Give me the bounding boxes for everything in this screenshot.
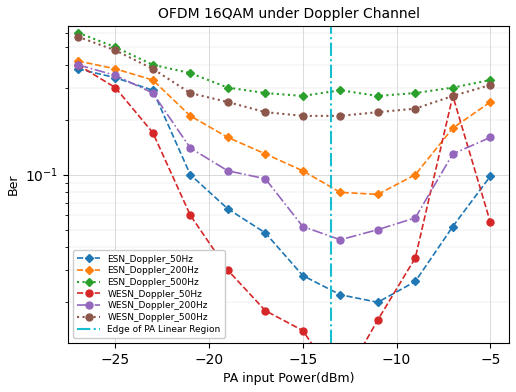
ESN_Doppler_50Hz <box>262 230 268 235</box>
WESN_Doppler_500Hz <box>450 94 456 98</box>
ESN_Doppler_200Hz <box>75 58 81 63</box>
ESN_Doppler_200Hz <box>187 114 194 118</box>
ESN_Doppler_200Hz <box>487 100 493 104</box>
ESN_Doppler_50Hz <box>412 279 418 284</box>
WESN_Doppler_200Hz <box>224 169 231 173</box>
WESN_Doppler_200Hz <box>337 238 343 242</box>
WESN_Doppler_50Hz <box>187 213 194 218</box>
ESN_Doppler_200Hz <box>300 169 306 173</box>
WESN_Doppler_200Hz <box>375 227 381 232</box>
ESN_Doppler_200Hz <box>337 190 343 195</box>
WESN_Doppler_50Hz <box>150 130 156 135</box>
ESN_Doppler_500Hz <box>75 30 81 35</box>
WESN_Doppler_200Hz <box>262 176 268 181</box>
ESN_Doppler_200Hz <box>150 78 156 82</box>
WESN_Doppler_50Hz <box>412 256 418 260</box>
ESN_Doppler_500Hz <box>412 91 418 95</box>
ESN_Doppler_200Hz <box>262 152 268 156</box>
ESN_Doppler_500Hz <box>300 94 306 98</box>
ESN_Doppler_50Hz <box>150 88 156 93</box>
ESN_Doppler_500Hz <box>150 62 156 67</box>
WESN_Doppler_200Hz <box>412 216 418 220</box>
ESN_Doppler_500Hz <box>375 94 381 98</box>
ESN_Doppler_50Hz <box>75 67 81 71</box>
WESN_Doppler_500Hz <box>375 110 381 114</box>
ESN_Doppler_500Hz <box>337 88 343 93</box>
WESN_Doppler_50Hz <box>450 94 456 98</box>
WESN_Doppler_50Hz <box>262 308 268 313</box>
ESN_Doppler_200Hz <box>224 135 231 140</box>
ESN_Doppler_200Hz <box>375 192 381 197</box>
ESN_Doppler_50Hz <box>337 292 343 297</box>
ESN_Doppler_50Hz <box>187 172 194 177</box>
Line: ESN_Doppler_500Hz: ESN_Doppler_500Hz <box>75 29 493 99</box>
WESN_Doppler_200Hz <box>487 135 493 140</box>
WESN_Doppler_50Hz <box>300 328 306 333</box>
Line: WESN_Doppler_500Hz: WESN_Doppler_500Hz <box>74 33 494 119</box>
WESN_Doppler_50Hz <box>487 220 493 225</box>
WESN_Doppler_200Hz <box>150 91 156 95</box>
ESN_Doppler_50Hz <box>450 224 456 229</box>
ESN_Doppler_50Hz <box>487 174 493 179</box>
WESN_Doppler_500Hz <box>75 34 81 39</box>
WESN_Doppler_200Hz <box>187 146 194 151</box>
ESN_Doppler_500Hz <box>487 78 493 82</box>
Line: WESN_Doppler_50Hz: WESN_Doppler_50Hz <box>74 61 494 389</box>
Legend: ESN_Doppler_50Hz, ESN_Doppler_200Hz, ESN_Doppler_500Hz, WESN_Doppler_50Hz, WESN_: ESN_Doppler_50Hz, ESN_Doppler_200Hz, ESN… <box>73 250 225 338</box>
ESN_Doppler_500Hz <box>224 85 231 90</box>
ESN_Doppler_200Hz <box>112 67 118 71</box>
Line: ESN_Doppler_200Hz: ESN_Doppler_200Hz <box>75 58 493 198</box>
WESN_Doppler_200Hz <box>300 224 306 229</box>
ESN_Doppler_500Hz <box>112 45 118 49</box>
WESN_Doppler_50Hz <box>112 85 118 90</box>
ESN_Doppler_200Hz <box>412 172 418 177</box>
WESN_Doppler_500Hz <box>224 100 231 104</box>
WESN_Doppler_50Hz <box>75 62 81 67</box>
WESN_Doppler_200Hz <box>75 62 81 67</box>
Title: OFDM 16QAM under Doppler Channel: OFDM 16QAM under Doppler Channel <box>158 7 420 21</box>
ESN_Doppler_500Hz <box>187 71 194 76</box>
ESN_Doppler_50Hz <box>112 75 118 80</box>
WESN_Doppler_200Hz <box>112 73 118 78</box>
WESN_Doppler_500Hz <box>412 106 418 111</box>
Y-axis label: Ber: Ber <box>7 174 20 195</box>
Line: WESN_Doppler_200Hz: WESN_Doppler_200Hz <box>74 61 494 243</box>
WESN_Doppler_500Hz <box>487 83 493 87</box>
WESN_Doppler_500Hz <box>112 48 118 53</box>
WESN_Doppler_500Hz <box>187 91 194 95</box>
ESN_Doppler_50Hz <box>375 300 381 305</box>
ESN_Doppler_500Hz <box>450 85 456 90</box>
WESN_Doppler_50Hz <box>375 318 381 322</box>
Line: ESN_Doppler_50Hz: ESN_Doppler_50Hz <box>75 66 493 305</box>
WESN_Doppler_500Hz <box>150 67 156 71</box>
WESN_Doppler_500Hz <box>337 114 343 118</box>
WESN_Doppler_500Hz <box>262 110 268 114</box>
ESN_Doppler_50Hz <box>224 207 231 211</box>
ESN_Doppler_50Hz <box>300 273 306 278</box>
X-axis label: PA input Power(dBm): PA input Power(dBm) <box>223 372 354 385</box>
WESN_Doppler_500Hz <box>300 114 306 118</box>
ESN_Doppler_200Hz <box>450 126 456 131</box>
ESN_Doppler_500Hz <box>262 91 268 95</box>
WESN_Doppler_50Hz <box>224 268 231 272</box>
WESN_Doppler_50Hz <box>337 383 343 388</box>
WESN_Doppler_200Hz <box>450 152 456 156</box>
